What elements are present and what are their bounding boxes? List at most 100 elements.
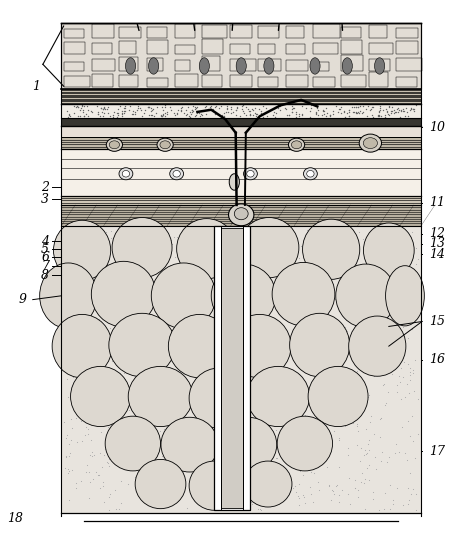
Point (201, 109, 209, 118)
Point (261, 476, 268, 485)
Point (347, 267, 355, 276)
Point (354, 228, 362, 236)
Point (219, 285, 226, 294)
Point (287, 290, 294, 299)
Point (174, 244, 181, 252)
Point (89, 475, 97, 483)
Point (315, 486, 322, 495)
Point (301, 378, 308, 387)
Point (218, 276, 225, 284)
Point (158, 111, 165, 120)
Point (325, 480, 332, 489)
Point (287, 431, 294, 439)
Point (242, 236, 249, 245)
Point (292, 420, 300, 429)
Point (363, 449, 370, 458)
Ellipse shape (173, 170, 180, 177)
Point (369, 488, 376, 497)
Point (324, 381, 332, 389)
Point (402, 379, 410, 388)
Point (241, 236, 249, 245)
Point (375, 239, 382, 248)
Ellipse shape (189, 368, 249, 428)
Point (393, 355, 400, 364)
Point (190, 366, 198, 375)
Point (242, 469, 250, 477)
Point (270, 232, 278, 240)
Point (80, 230, 87, 239)
Point (80, 383, 87, 392)
Point (139, 424, 147, 432)
Point (390, 107, 398, 116)
Point (411, 454, 418, 463)
Point (263, 401, 270, 410)
Point (348, 294, 356, 302)
Point (209, 502, 217, 510)
Point (380, 294, 387, 303)
Point (77, 371, 84, 380)
Point (342, 253, 350, 262)
Ellipse shape (306, 170, 313, 177)
Point (310, 236, 318, 245)
Point (152, 301, 160, 310)
Point (139, 399, 146, 408)
Point (292, 349, 300, 358)
Point (252, 112, 259, 120)
Point (344, 334, 351, 343)
Ellipse shape (246, 366, 309, 427)
Point (151, 262, 159, 271)
Point (196, 334, 204, 343)
Point (388, 370, 395, 378)
Point (271, 491, 278, 500)
Point (375, 105, 382, 114)
Point (302, 104, 309, 113)
Point (285, 111, 293, 119)
Point (240, 226, 248, 235)
Point (117, 417, 124, 426)
Point (294, 501, 302, 510)
Point (337, 102, 344, 111)
Point (144, 328, 152, 337)
Point (369, 371, 377, 380)
Point (166, 261, 173, 270)
Point (288, 108, 295, 117)
Point (83, 230, 90, 239)
Point (239, 365, 247, 373)
Point (330, 294, 338, 303)
Bar (202, 40, 223, 54)
Point (294, 290, 301, 299)
Point (360, 248, 368, 257)
Point (363, 464, 370, 473)
Point (96, 112, 104, 120)
Point (126, 455, 134, 464)
Point (239, 356, 247, 365)
Point (86, 234, 93, 243)
Point (342, 366, 349, 375)
Ellipse shape (358, 134, 381, 152)
Point (72, 484, 80, 493)
Point (230, 355, 238, 364)
Point (204, 250, 212, 258)
Point (277, 411, 285, 420)
Point (282, 414, 290, 422)
Point (130, 434, 138, 443)
Point (100, 417, 107, 426)
Point (306, 361, 313, 370)
Point (103, 104, 110, 113)
Bar (368, 59, 389, 71)
Point (101, 105, 109, 114)
Point (376, 276, 384, 285)
Point (363, 439, 371, 448)
Point (375, 108, 382, 117)
Point (173, 360, 181, 369)
Point (209, 239, 216, 248)
Point (275, 331, 283, 340)
Point (350, 108, 357, 117)
Point (256, 505, 263, 514)
Point (138, 465, 145, 474)
Point (110, 342, 117, 351)
Point (344, 490, 351, 499)
Point (269, 287, 277, 295)
Point (214, 261, 221, 270)
Point (403, 107, 410, 116)
